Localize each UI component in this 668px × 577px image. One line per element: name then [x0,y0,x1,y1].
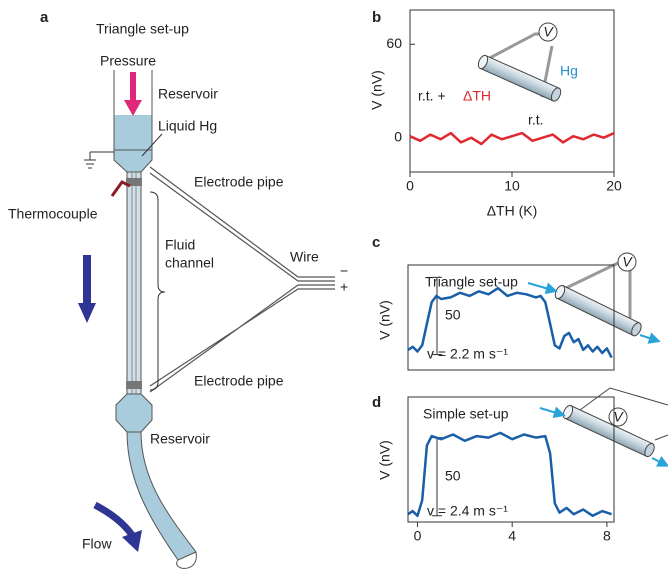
annotation: v = 2.2 m s⁻¹ [427,346,508,362]
inset-d [540,388,668,464]
panel-title: Simple set-up [423,406,509,422]
x-tick-label: 8 [603,528,611,544]
label: Hg [560,63,578,79]
x-tick-label: 0 [414,528,422,544]
apparatus [78,70,335,568]
label: channel [165,255,214,271]
panel-letter: b [372,9,381,26]
label: Wire [290,249,319,265]
panel-letter: d [372,394,381,411]
label: ΔTH [463,88,491,104]
scale-bar-label: 50 [445,467,461,483]
label: Liquid Hg [158,118,217,134]
figure: a Triangle set-up Pressure Reservoir Liq… [0,0,668,577]
y-tick-label: 0 [394,128,402,144]
label: Thermocouple [8,206,98,222]
label: Reservoir [158,86,218,102]
page: a Triangle set-up Pressure Reservoir Liq… [0,0,668,577]
label: Fluid [165,237,195,253]
label: − [340,263,348,279]
panel-title: Triangle set-up [425,274,518,290]
label: Electrode pipe [194,174,284,190]
label: + [340,279,348,295]
x-axis-label: ΔTH (K) [487,203,538,219]
panel-letter: c [372,234,380,251]
x-tick-label: 0 [406,178,414,194]
data-line [410,133,614,144]
x-tick-label: 4 [508,528,516,544]
y-tick-label: 60 [386,35,402,51]
y-axis-label: V (nV) [377,440,393,480]
scale-bar-label: 50 [445,307,461,323]
label: Reservoir [150,431,210,447]
y-axis-label: V (nV) [377,300,393,340]
label: Triangle set-up [96,21,189,37]
x-tick-label: 20 [606,178,622,194]
label: Pressure [100,53,156,69]
label: Electrode pipe [194,373,284,389]
label: r.t. + [418,88,446,104]
y-axis-label: V (nV) [369,70,385,110]
label: r.t. [528,112,544,128]
inset-c [528,253,655,340]
panel-letter: a [40,9,49,26]
x-tick-label: 10 [504,178,520,194]
label: Flow [82,536,112,552]
annotation: v = 2.4 m s⁻¹ [427,503,508,519]
